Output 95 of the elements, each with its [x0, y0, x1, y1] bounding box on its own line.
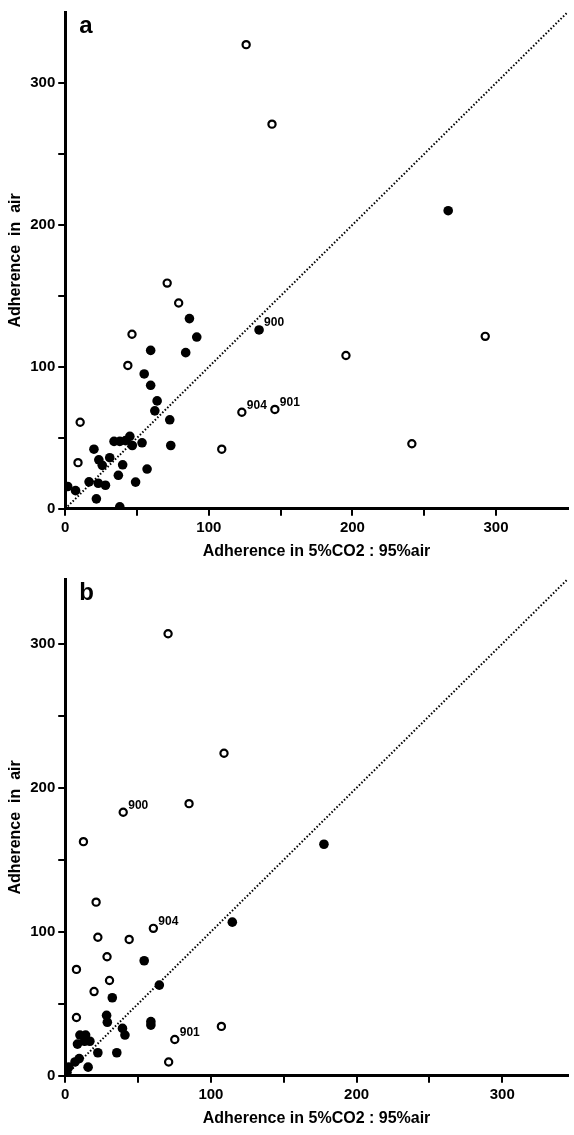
y-tick-label: 0	[46, 1065, 56, 1083]
point	[170, 1034, 180, 1045]
point	[130, 477, 141, 487]
y-tick-label: 200	[30, 215, 56, 233]
x-axis-title: Adherence in 5%CO2 : 95%air	[202, 1108, 431, 1126]
x-axis-title: Adherence in 5%CO2 : 95%air	[202, 541, 431, 559]
point	[120, 1030, 130, 1040]
annotation: 900	[264, 315, 285, 330]
point	[164, 415, 175, 425]
y-tick-label: 100	[30, 921, 56, 939]
point	[93, 932, 103, 942]
point	[407, 439, 417, 449]
point	[123, 360, 133, 371]
point	[173, 298, 184, 308]
point	[152, 396, 162, 406]
chart-title: a	[79, 10, 94, 38]
point	[93, 478, 104, 489]
point	[163, 629, 173, 639]
point	[145, 380, 156, 391]
x-tick-label: 100	[198, 1084, 224, 1102]
point	[113, 470, 124, 481]
point	[180, 347, 191, 358]
x-tick-label: 300	[483, 517, 509, 535]
point	[184, 798, 194, 809]
point	[70, 485, 81, 496]
x-tick-label: 0	[61, 517, 70, 535]
point	[102, 952, 112, 962]
point	[73, 457, 83, 468]
point	[150, 406, 160, 416]
point	[216, 1021, 227, 1032]
point	[107, 992, 118, 1003]
point	[254, 325, 264, 335]
point	[89, 986, 99, 997]
y-tick-label: 300	[30, 633, 56, 651]
point	[162, 278, 172, 288]
point	[227, 917, 238, 927]
point	[270, 404, 280, 415]
point	[137, 438, 147, 448]
chart-title: b	[79, 577, 94, 605]
annotation: 904	[246, 397, 268, 412]
point	[184, 313, 195, 324]
point	[267, 119, 277, 129]
point	[139, 955, 149, 966]
point	[127, 329, 137, 339]
x-tick-label: 300	[489, 1084, 515, 1102]
point	[443, 205, 453, 216]
point	[145, 345, 156, 356]
point	[142, 464, 152, 474]
point	[319, 839, 329, 850]
point	[71, 964, 82, 975]
point	[91, 494, 102, 504]
x-tick-label: 100	[196, 517, 222, 535]
point	[84, 477, 94, 487]
annotation: 901	[179, 1024, 201, 1039]
point	[118, 807, 128, 817]
point	[91, 897, 101, 907]
point	[104, 452, 115, 463]
point	[75, 417, 85, 427]
point	[127, 440, 138, 451]
point	[93, 1047, 103, 1058]
y-axis-title: Adherence in air	[6, 760, 24, 895]
annotation: 904	[158, 913, 179, 928]
point	[217, 444, 227, 454]
y-tick-label: 300	[30, 73, 56, 91]
point	[241, 39, 251, 50]
point	[139, 369, 149, 379]
point	[102, 1017, 113, 1028]
point	[154, 980, 165, 990]
point	[89, 444, 99, 454]
y-axis-title: Adherence in air	[6, 193, 24, 328]
point	[71, 1012, 82, 1023]
point	[97, 460, 108, 471]
point	[117, 460, 128, 470]
annotation: 901	[279, 394, 301, 409]
point	[165, 440, 176, 451]
x-tick-label: 0	[61, 1084, 70, 1102]
point	[219, 748, 229, 758]
point	[83, 1062, 93, 1072]
x-tick-label: 200	[344, 1084, 370, 1102]
x-tick-label: 200	[339, 517, 365, 535]
point	[341, 350, 351, 361]
point	[163, 1057, 174, 1067]
point	[191, 332, 202, 342]
point	[78, 836, 89, 847]
point	[237, 407, 247, 417]
y-tick-label: 100	[30, 357, 56, 374]
point	[70, 1057, 80, 1067]
point	[148, 923, 159, 934]
point	[112, 1047, 122, 1058]
point	[480, 331, 490, 342]
y-tick-label: 0	[46, 498, 56, 516]
point	[104, 975, 115, 986]
point	[124, 934, 134, 945]
y-tick-label: 200	[30, 777, 56, 795]
annotation: 900	[128, 797, 149, 812]
